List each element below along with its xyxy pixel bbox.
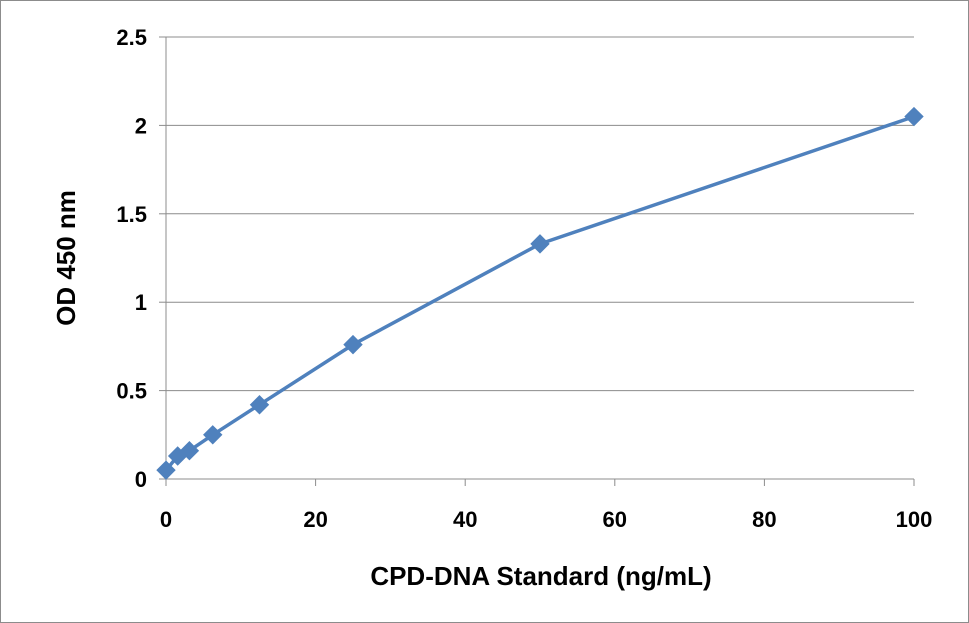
y-tick-label: 1.5 [116, 202, 147, 227]
x-tick-label: 0 [160, 507, 172, 532]
x-tick-label: 20 [303, 507, 327, 532]
x-tick-label: 80 [752, 507, 776, 532]
axes [159, 36, 915, 486]
y-axis-title: OD 450 nm [51, 190, 81, 326]
y-tick-label: 1 [135, 290, 147, 315]
data-point-marker [249, 395, 270, 415]
y-tick-label: 0.5 [116, 379, 147, 404]
x-tick-label: 40 [453, 507, 477, 532]
x-axis-title: CPD-DNA Standard (ng/mL) [370, 561, 711, 591]
data-point-marker [203, 425, 223, 445]
y-tick-label: 2 [135, 113, 147, 138]
x-tick-label: 60 [603, 507, 627, 532]
data-point-marker [156, 460, 176, 480]
gridlines [166, 36, 914, 392]
data-point-marker [904, 106, 924, 127]
tick-labels: 0 0.5 1 1.5 2 2.5 0 20 40 60 80 100 [116, 25, 932, 532]
series-line [164, 114, 916, 472]
y-tick-label: 0 [135, 467, 147, 492]
data-point-marker [343, 334, 363, 355]
data-point-marker [530, 234, 550, 254]
data-point-marker [179, 441, 200, 461]
data-series [156, 106, 924, 480]
y-tick-label: 2.5 [116, 25, 147, 50]
x-tick-label: 100 [896, 507, 933, 532]
